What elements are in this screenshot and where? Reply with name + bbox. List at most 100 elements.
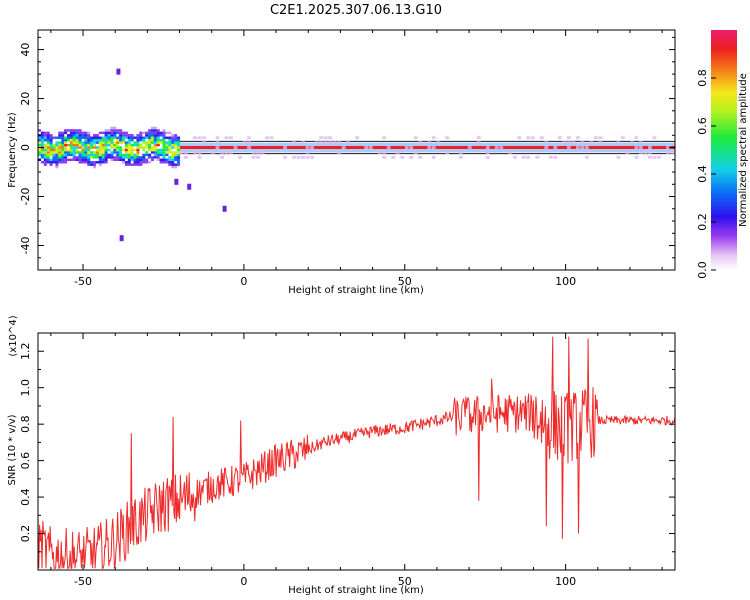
heatmap-cell (136, 134, 140, 137)
heatmap-cell (78, 138, 82, 142)
heatmap-cell (127, 136, 131, 139)
heatmap-cell (119, 136, 123, 139)
heatmap-cell (409, 155, 414, 159)
heatmap-cell (81, 143, 85, 147)
heatmap-cell (116, 129, 120, 132)
heatmap-cell (72, 143, 76, 147)
spectrogram-y-ticks: -40 -20 0 20 40 (19, 36, 675, 259)
heatmap-cell (121, 156, 126, 159)
colorbar-gradient (711, 30, 737, 270)
heatmap-cell (127, 141, 131, 144)
heatmap-cell (52, 156, 56, 159)
heatmap-cell (84, 138, 88, 142)
heatmap-cell (165, 146, 169, 149)
heatmap-cell (124, 156, 128, 159)
heatmap-cell (319, 136, 324, 140)
heatmap-cell (69, 148, 73, 152)
heatmap-cell (61, 138, 65, 142)
heatmap-cell (638, 150, 643, 154)
snr-frame (37, 332, 676, 571)
heatmap-outlier (174, 178, 179, 185)
heatmap-cell (87, 153, 91, 157)
heatmap-cell (171, 156, 175, 159)
heatmap-cell (69, 131, 73, 135)
heatmap-cell (38, 151, 42, 154)
heatmap-cell (101, 136, 105, 139)
heatmap-cell (142, 141, 146, 144)
heatmap-cell (292, 141, 297, 145)
heatmap-cell (168, 141, 172, 144)
heatmap-cell (119, 134, 123, 137)
heatmap-cell (418, 155, 423, 159)
heatmap-cell (84, 156, 88, 159)
heatmap-cell (78, 161, 82, 164)
heatmap-cell (566, 141, 571, 145)
heatmap-cell (93, 165, 97, 169)
heatmap-cell (38, 136, 42, 139)
heatmap-cell (431, 146, 436, 150)
y-tick-label: 40 (19, 43, 32, 57)
heatmap-cell (337, 150, 342, 154)
heatmap-cell (136, 138, 140, 142)
heatmap-cell (119, 146, 123, 149)
heatmap-cell (176, 156, 181, 159)
heatmap-cell (328, 141, 333, 145)
heatmap-cell (136, 143, 140, 147)
x-tick-label: 100 (555, 275, 576, 288)
heatmap-cell (124, 146, 128, 149)
heatmap-cell (139, 163, 143, 166)
heatmap-cell (142, 148, 146, 152)
heatmap-cell (179, 150, 184, 154)
heatmap-cell (58, 153, 62, 157)
heatmap-cell (61, 141, 65, 144)
heatmap-cell (119, 138, 123, 142)
heatmap-cell (66, 151, 71, 154)
heatmap-cell (136, 148, 140, 152)
heatmap-cell (81, 161, 85, 164)
snr-x-ticks: -50 0 50 100 (50, 333, 663, 588)
heatmap-cell (156, 138, 160, 142)
heatmap-cell (251, 150, 256, 154)
heatmap-cell (589, 141, 594, 145)
heatmap-cell (95, 161, 99, 164)
heatmap-cell (162, 141, 166, 144)
heatmap-cell (66, 158, 71, 162)
heatmap-cell (78, 141, 82, 144)
heatmap-cell (162, 134, 166, 137)
heatmap-cell (119, 131, 123, 135)
heatmap-cell (153, 138, 157, 142)
heatmap-cell (171, 138, 175, 142)
heatmap-cell (171, 151, 175, 154)
heatmap-cell (238, 155, 242, 159)
heatmap-cell (130, 163, 134, 166)
heatmap-cell (64, 141, 68, 144)
heatmap-cell (148, 156, 152, 159)
heatmap-cell (215, 141, 220, 145)
heatmap-cell (55, 143, 59, 147)
heatmap-cell (95, 134, 99, 137)
heatmap-cell (66, 143, 71, 147)
heatmap-cell (616, 141, 621, 145)
heatmap-cell (69, 158, 73, 162)
heatmap-cell (427, 141, 432, 145)
heatmap-cell (64, 148, 68, 152)
heatmap-cell (553, 146, 558, 150)
heatmap-cell (136, 156, 140, 159)
heatmap-cell (72, 134, 76, 137)
heatmap-cell (72, 151, 76, 154)
y-tick-label: 0.4 (19, 488, 32, 506)
heatmap-cell (409, 146, 414, 150)
heatmap-cell (150, 158, 154, 162)
heatmap-cell (78, 134, 82, 137)
heatmap-cell (598, 141, 603, 145)
spectrogram-heatmap (38, 68, 676, 242)
heatmap-cell (107, 136, 111, 139)
heatmap-cell (377, 150, 382, 154)
x-tick-label: -50 (74, 575, 92, 588)
heatmap-cell (93, 141, 97, 144)
heatmap-cell (52, 148, 56, 152)
colorbar-ticks: 0.0 0.2 0.4 0.6 0.8 (696, 69, 716, 279)
heatmap-cell (61, 158, 65, 162)
heatmap-cell (104, 129, 108, 132)
heatmap-cell (75, 151, 79, 154)
